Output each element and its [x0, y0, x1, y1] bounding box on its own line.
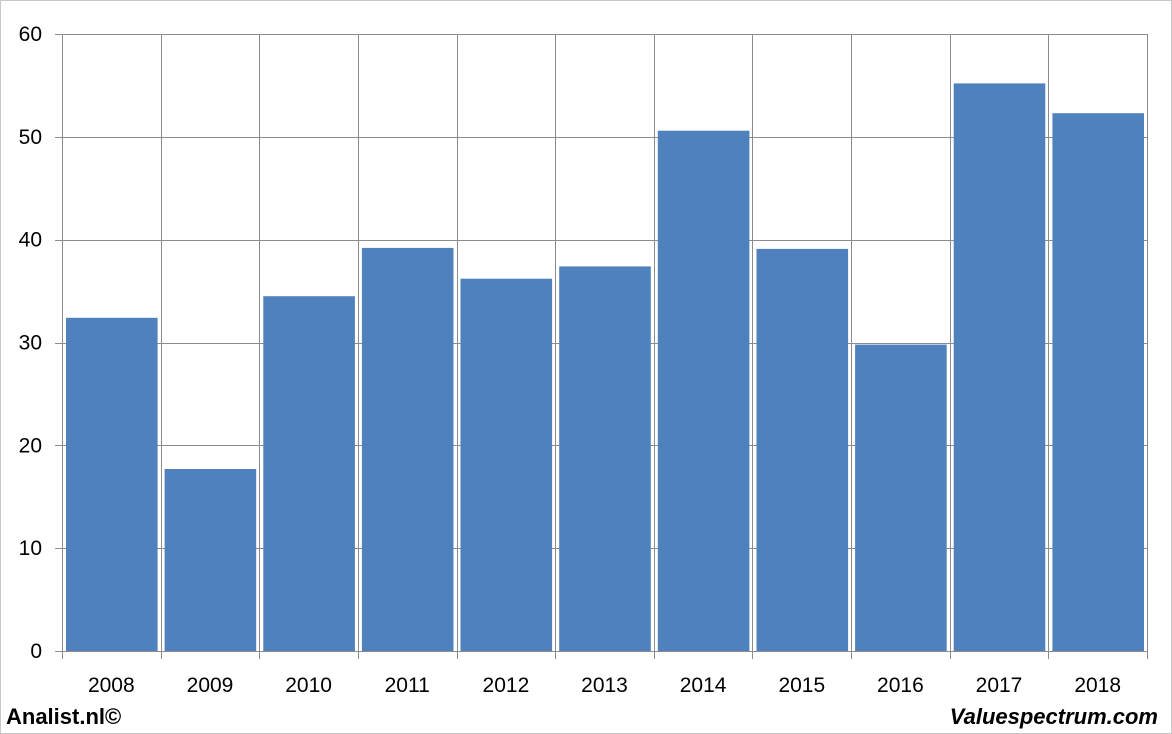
bar-2015: [756, 248, 849, 651]
x-tick-labels: 2008 2009 2010 2011 2012 2013 2014 2015 2016 2017…: [88, 674, 1121, 697]
x-tick-label: 2009: [187, 674, 234, 697]
axes-layer: [55, 34, 1147, 652]
y-tick-label: 60: [19, 23, 42, 46]
x-tick-label: 2010: [285, 674, 332, 697]
y-tick-label: 50: [19, 126, 42, 149]
bars-layer: [66, 83, 1144, 651]
bar-2014: [657, 130, 750, 651]
bar-2009: [164, 469, 257, 651]
x-tick-label: 2014: [680, 674, 727, 697]
x-tick-label: 2015: [778, 674, 825, 697]
x-tick-label: 2016: [877, 674, 924, 697]
x-tick-label: 2018: [1074, 674, 1121, 697]
x-tick-label: 2011: [385, 674, 430, 697]
x-tick-label: 2013: [581, 674, 628, 697]
y-tick-label: 40: [19, 229, 42, 252]
bar-2013: [559, 266, 651, 651]
x-tick-label: 2017: [976, 674, 1023, 697]
footer-brand-left: Analist.nl©: [6, 704, 122, 729]
y-tick-label: 20: [19, 434, 42, 457]
y-tick-label: 10: [19, 537, 42, 560]
y-tick-label: 0: [30, 640, 42, 663]
y-tick-labels: 0 10 20 30 40 50 60: [19, 23, 42, 663]
bar-2010: [263, 296, 355, 651]
x-tick-label: 2008: [88, 674, 135, 697]
bar-2008: [66, 317, 158, 651]
bar-2016: [855, 344, 947, 651]
bar-2017: [953, 83, 1046, 651]
x-tick-label: 2012: [483, 674, 530, 697]
footer-brand-right: Valuespectrum.com: [949, 704, 1158, 729]
bar-2011: [361, 247, 454, 651]
y-tick-label: 30: [19, 332, 42, 355]
bar-2018: [1052, 113, 1144, 651]
bar-2012: [460, 278, 553, 651]
